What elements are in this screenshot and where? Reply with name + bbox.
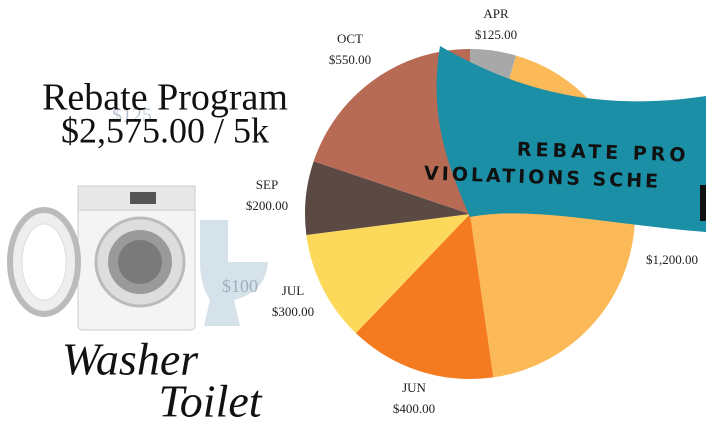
slice-label: APR — [483, 6, 509, 21]
pie-slice — [305, 161, 470, 235]
toilet-illustration — [200, 220, 268, 326]
title: Rebate Program — [42, 77, 288, 119]
value-label: $550.00 — [329, 52, 371, 67]
slice-label: JUN — [402, 380, 426, 395]
pie-slice — [355, 214, 494, 379]
washer-illustration — [7, 185, 196, 331]
value-label: $125.00 — [475, 27, 517, 42]
subtitle: $2,575.00 / 5k — [61, 110, 269, 150]
slice-label: JUL — [282, 283, 304, 298]
annotation: $125 — [112, 105, 152, 127]
value-label: $1,200.00 — [646, 252, 698, 267]
pie-slice — [313, 48, 470, 214]
annotation: Washer — [62, 334, 199, 385]
annotation: Toilet — [158, 376, 262, 427]
slice-label: OCT — [337, 31, 363, 46]
annotation: $100 — [222, 276, 258, 296]
value-label: $400.00 — [393, 401, 435, 416]
pie-slice — [306, 214, 470, 334]
value-label: $200.00 — [246, 198, 288, 213]
value-label: $300.00 — [272, 304, 314, 319]
slice-label: SEP — [256, 177, 278, 192]
banner — [436, 46, 706, 232]
banner-glyph — [700, 185, 706, 221]
